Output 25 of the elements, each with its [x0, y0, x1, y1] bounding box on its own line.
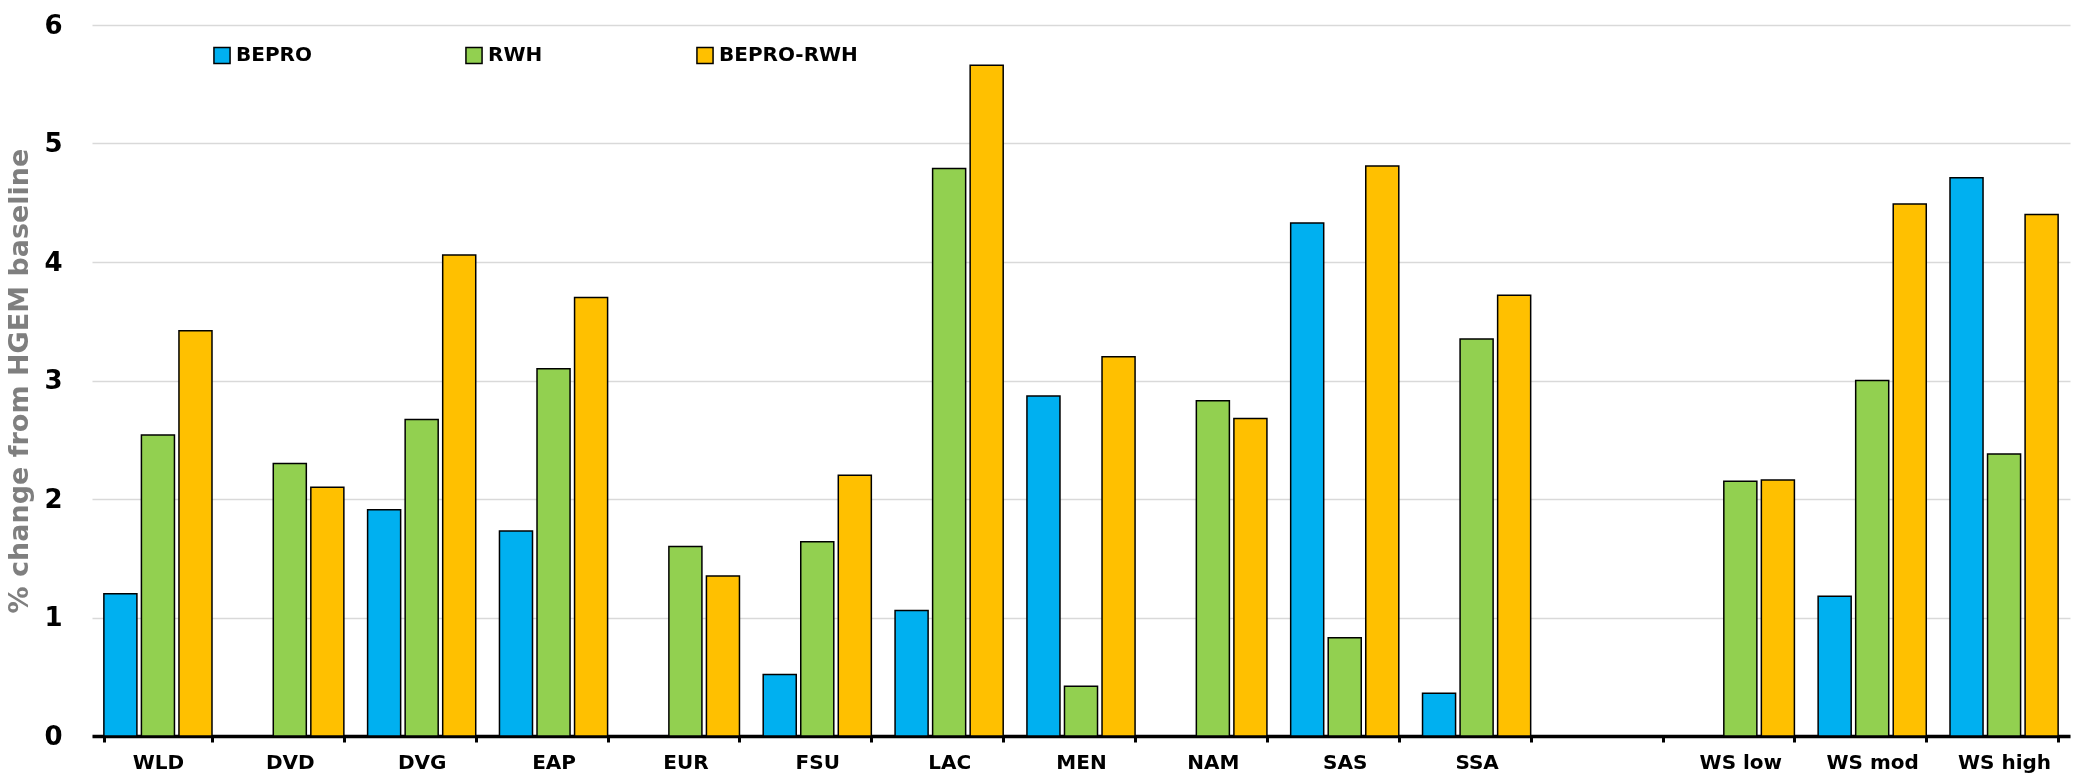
- y-tick-label: 0: [44, 720, 63, 751]
- x-tick-label: WS mod: [1826, 749, 1919, 774]
- y-tick-label: 5: [44, 128, 63, 158]
- x-tick-label: DVD: [265, 749, 315, 774]
- y-tick-label: 6: [44, 9, 63, 40]
- x-tick-label: MEN: [1056, 749, 1107, 774]
- x-tick-label: WS low: [1699, 749, 1783, 774]
- y-tick-label: 4: [44, 246, 63, 277]
- y-axis-title: % change from HGEM baseline: [3, 148, 35, 614]
- x-tick-label: NAM: [1187, 749, 1240, 774]
- legend-label: BEPRO: [236, 42, 312, 67]
- x-tick-label: FSU: [795, 749, 840, 774]
- legend-label: RWH: [488, 42, 543, 67]
- x-tick-label: LAC: [928, 749, 972, 774]
- legend-label: BEPRO-RWH: [719, 42, 858, 67]
- x-tick-label: WLD: [132, 749, 185, 774]
- x-tick-label: EAP: [532, 749, 576, 774]
- x-tick-label: WS high: [1958, 749, 2052, 774]
- y-tick-label: 2: [44, 483, 63, 514]
- x-tick-label: DVG: [397, 749, 447, 774]
- x-tick-label: SSA: [1455, 749, 1500, 774]
- x-tick-label: EUR: [663, 749, 709, 774]
- x-tick-label: SAS: [1323, 749, 1368, 774]
- y-tick-label: 1: [44, 602, 63, 632]
- y-tick-label: 3: [44, 365, 63, 395]
